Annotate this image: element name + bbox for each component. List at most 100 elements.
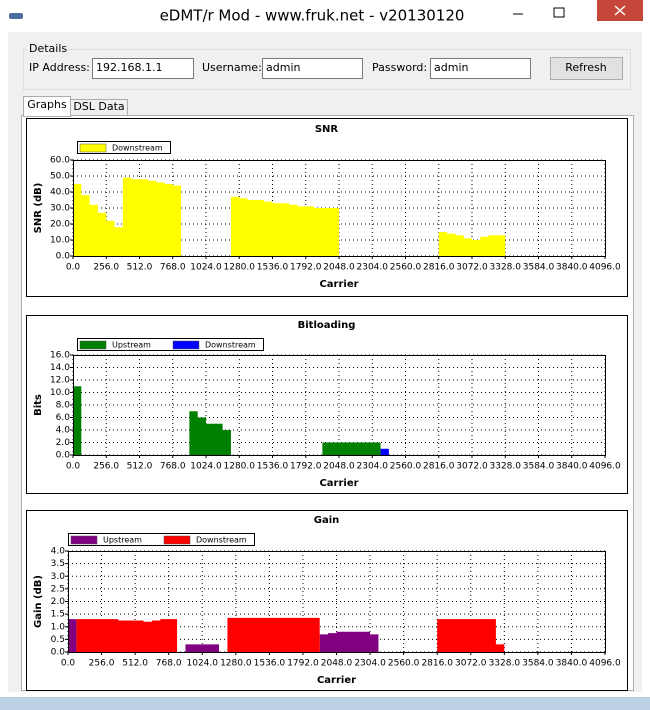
x-tick-label: 1792.0: [290, 462, 322, 472]
y-tick-label: 0.0: [56, 451, 71, 461]
legend-swatch: [70, 535, 98, 545]
y-tick-label: 6.0: [56, 413, 71, 423]
x-tick-label: 3584.0: [523, 462, 555, 472]
y-tick-label: 20.0: [50, 220, 70, 230]
x-tick-label: 3584.0: [523, 263, 555, 273]
x-tick-label: 3584.0: [522, 659, 554, 669]
y-tick-label: 60.0: [50, 156, 70, 166]
x-tick-label: 4096.0: [589, 462, 621, 472]
y-tick-label: 1.5: [51, 610, 65, 620]
x-axis-label: Carrier: [319, 279, 358, 290]
x-tick-label: 512.0: [127, 263, 153, 273]
y-tick-label: 2.5: [51, 584, 65, 594]
x-tick-label: 0.0: [66, 462, 81, 472]
x-tick-label: 1536.0: [254, 659, 286, 669]
x-tick-label: 3328.0: [489, 659, 521, 669]
x-tick-label: 1024.0: [190, 462, 222, 472]
x-tick-label: 512.0: [122, 659, 148, 669]
chart-title: Gain: [314, 515, 340, 526]
x-tick-label: 1792.0: [290, 263, 322, 273]
area: [68, 619, 379, 652]
legend-label: Downstream: [196, 536, 247, 545]
x-tick-label: 2304.0: [354, 659, 386, 669]
window-title: eDMT/r Mod - www.fruk.net - v20130120: [160, 7, 465, 25]
x-tick-label: 1280.0: [224, 462, 256, 472]
chart-title: SNR: [315, 124, 339, 135]
tab-label: DSL Data: [73, 100, 124, 113]
tab-label: Graphs: [27, 98, 67, 111]
x-tick-label: 2816.0: [421, 659, 453, 669]
y-tick-label: 2.0: [51, 597, 66, 607]
plot-border: [68, 551, 606, 653]
y-tick-label: 0.0: [51, 648, 66, 658]
group-label-bg: [27, 43, 63, 55]
x-tick-label: 1536.0: [257, 263, 289, 273]
x-tick-label: 4096.0: [589, 263, 621, 273]
x-tick-label: 768.0: [160, 263, 186, 273]
y-tick-label: 14.0: [50, 363, 70, 373]
x-tick-label: 2048.0: [321, 659, 353, 669]
x-tick-label: 256.0: [93, 263, 119, 273]
y-tick-label: 10.0: [50, 388, 70, 398]
x-tick-label: 2048.0: [323, 263, 355, 273]
area: [73, 177, 506, 256]
refresh-button[interactable]: [550, 57, 623, 80]
x-axis-label: Carrier: [317, 675, 356, 686]
ip-label: IP Address:: [29, 61, 90, 74]
area: [73, 386, 381, 455]
maximize-button[interactable]: [553, 7, 565, 18]
y-tick-label: 50.0: [50, 172, 70, 182]
legend-swatch: [79, 340, 107, 350]
y-tick-label: 3.5: [51, 559, 65, 569]
ip-value: 192.168.1.1: [96, 61, 162, 74]
y-tick-label: 10.0: [50, 236, 70, 246]
legend-swatch: [79, 143, 107, 153]
x-tick-label: 3328.0: [490, 462, 522, 472]
refresh-label: Refresh: [565, 61, 607, 74]
tab-selected[interactable]: [23, 96, 71, 117]
password-input[interactable]: [430, 58, 531, 79]
y-tick-label: 8.0: [56, 401, 71, 411]
x-tick-label: 3328.0: [490, 263, 522, 273]
y-tick-label: 0.5: [51, 635, 65, 645]
y-tick-label: 30.0: [50, 204, 70, 214]
y-tick-label: 1.0: [51, 622, 66, 632]
y-tick-label: 12.0: [50, 376, 70, 386]
ip-input[interactable]: [92, 58, 194, 79]
x-tick-label: 1024.0: [187, 659, 219, 669]
y-tick-label: 16.0: [50, 351, 70, 361]
chart-title: Bitloading: [298, 320, 356, 331]
y-tick-label: 3.0: [51, 572, 66, 582]
username-label: Username:: [202, 61, 262, 74]
x-tick-label: 256.0: [93, 462, 119, 472]
legend-label: Upstream: [112, 341, 151, 350]
x-tick-label: 1280.0: [224, 263, 256, 273]
x-tick-label: 2560.0: [390, 263, 422, 273]
close-icon: [614, 5, 626, 16]
x-tick-label: 3072.0: [455, 659, 487, 669]
x-tick-label: 1024.0: [190, 263, 222, 273]
username-input[interactable]: [262, 58, 363, 79]
y-tick-label: 4.0: [56, 426, 71, 436]
details-group: [23, 49, 631, 90]
plot-border: [73, 160, 606, 257]
x-tick-label: 1792.0: [287, 659, 319, 669]
x-tick-label: 2560.0: [388, 659, 420, 669]
password-value: admin: [434, 61, 468, 74]
x-tick-label: 1280.0: [220, 659, 252, 669]
y-axis-label: Bits: [33, 394, 44, 416]
x-tick-label: 2816.0: [423, 263, 455, 273]
x-tick-label: 2816.0: [423, 462, 455, 472]
y-tick-label: 4.0: [51, 547, 66, 557]
legend-label: Downstream: [112, 144, 163, 153]
y-tick-label: 40.0: [50, 188, 70, 198]
area: [380, 448, 389, 455]
area: [76, 617, 505, 652]
x-tick-label: 1536.0: [257, 462, 289, 472]
legend-swatch: [163, 535, 191, 545]
x-tick-label: 2048.0: [323, 462, 355, 472]
plot-border: [73, 355, 606, 456]
x-tick-label: 3840.0: [556, 659, 588, 669]
x-tick-label: 4096.0: [589, 659, 621, 669]
